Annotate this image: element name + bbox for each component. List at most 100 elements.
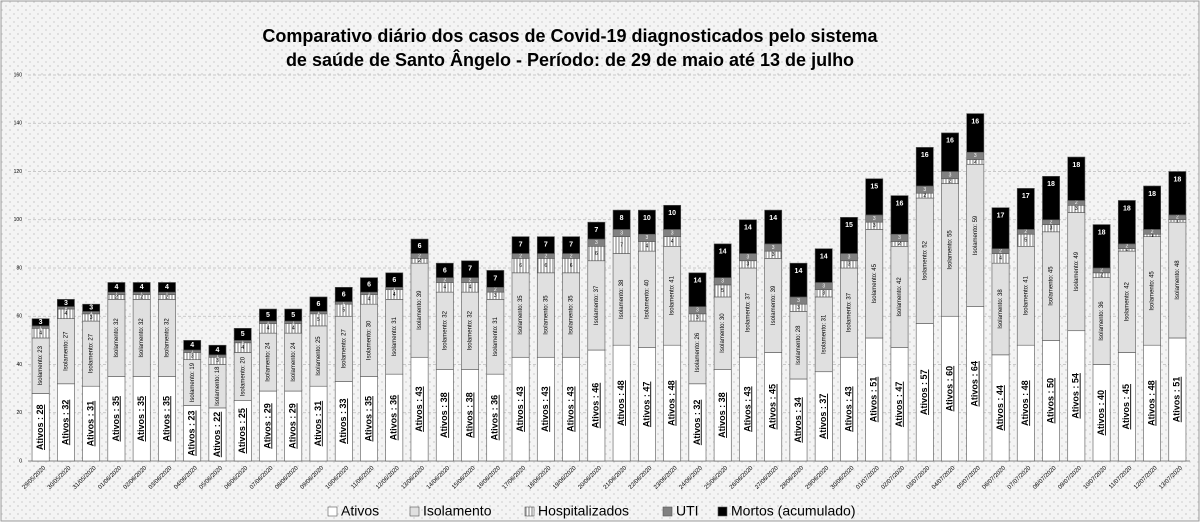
data-label: Ativos : 54 bbox=[1071, 373, 1081, 419]
data-label: Ativos : 43 bbox=[414, 386, 424, 432]
data-label: 3 bbox=[873, 223, 876, 229]
data-label: 18 bbox=[1098, 229, 1106, 236]
data-label: Ativos : 60 bbox=[944, 366, 954, 412]
data-label: 1 bbox=[65, 305, 68, 311]
data-label: 3 bbox=[191, 353, 194, 359]
data-label: 6 bbox=[317, 301, 321, 308]
bar-segment bbox=[435, 262, 454, 278]
data-label: 4 bbox=[646, 244, 649, 250]
data-label: 6 bbox=[595, 251, 598, 257]
data-label: 2 bbox=[1176, 215, 1179, 221]
data-label: 2 bbox=[1024, 229, 1027, 235]
data-label: Isolamento: 30 bbox=[367, 320, 373, 360]
data-label: Isolamento: 30 bbox=[720, 313, 726, 353]
data-label: Ativos : 50 bbox=[1045, 378, 1055, 424]
data-label: 3 bbox=[89, 305, 93, 312]
data-label: 2 bbox=[469, 277, 472, 283]
data-label: 2 bbox=[1125, 244, 1128, 250]
data-label: 3 bbox=[974, 153, 977, 159]
data-label: 4 bbox=[671, 239, 674, 245]
legend-label: Hospitalizados bbox=[538, 503, 629, 519]
data-label: Isolamento: 32 bbox=[442, 310, 448, 350]
data-label: Ativos : 29 bbox=[262, 403, 272, 449]
data-label: Isolamento: 24 bbox=[291, 342, 297, 382]
data-label: Ativos : 57 bbox=[919, 369, 929, 415]
data-label: 5 bbox=[342, 308, 345, 314]
data-label: Isolamento: 39 bbox=[417, 290, 423, 330]
data-label: Ativos : 31 bbox=[313, 401, 323, 447]
bar-segment bbox=[1042, 176, 1060, 221]
bar-segment bbox=[789, 262, 808, 298]
data-label: Ativos : 51 bbox=[1172, 377, 1182, 423]
data-label: Ativos : 33 bbox=[338, 398, 348, 444]
data-label: 1 bbox=[241, 339, 244, 345]
data-label: 15 bbox=[870, 184, 878, 191]
data-label: Ativos : 29 bbox=[288, 403, 298, 449]
data-label: 4 bbox=[443, 285, 446, 291]
data-label: 2 bbox=[1151, 229, 1154, 235]
bar-segment bbox=[233, 328, 252, 341]
data-label: 16 bbox=[971, 118, 979, 125]
data-label: Ativos : 23 bbox=[187, 410, 197, 456]
legend-swatch bbox=[662, 506, 673, 517]
data-label: Isolamento: 27 bbox=[63, 331, 69, 371]
data-label: Ativos : 43 bbox=[843, 386, 853, 432]
y-tick-label: 100 bbox=[14, 217, 23, 223]
data-label: 1 bbox=[342, 300, 345, 306]
data-label: 18 bbox=[1173, 176, 1181, 183]
data-label: 3 bbox=[721, 279, 724, 285]
data-label: 1 bbox=[39, 324, 42, 330]
data-label: 4 bbox=[469, 285, 472, 291]
data-label: 14 bbox=[820, 254, 828, 261]
data-label: 4 bbox=[216, 347, 220, 354]
legend-swatch bbox=[409, 506, 420, 517]
data-label: 3 bbox=[822, 283, 825, 289]
data-label: 7 bbox=[468, 266, 472, 273]
data-label: 16 bbox=[946, 138, 954, 145]
data-label: Ativos : 36 bbox=[389, 395, 399, 441]
data-label: 7 bbox=[519, 241, 523, 248]
data-label: Isolamento: 35 bbox=[569, 295, 575, 335]
data-label: Isolamento: 31 bbox=[493, 316, 499, 356]
bar-segment bbox=[309, 296, 328, 312]
bar-segment bbox=[31, 318, 50, 327]
data-label: 4 bbox=[393, 292, 396, 298]
data-label: Isolamento: 32 bbox=[165, 318, 171, 358]
bar-segment bbox=[57, 299, 75, 307]
data-label: 6 bbox=[443, 267, 447, 274]
y-tick-label: 80 bbox=[16, 265, 22, 271]
bar-segment bbox=[638, 209, 656, 235]
bar-segment bbox=[612, 209, 631, 230]
data-label: Ativos : 22 bbox=[212, 412, 222, 458]
data-label: 3 bbox=[747, 254, 750, 260]
bar-segment bbox=[284, 308, 303, 322]
data-label: 5 bbox=[266, 312, 270, 319]
data-label: 2 bbox=[1050, 219, 1053, 225]
data-label: Isolamento: 35 bbox=[518, 295, 524, 335]
data-label: 4 bbox=[39, 330, 42, 336]
data-label: 2 bbox=[898, 241, 901, 247]
data-label: Isolamento: 32 bbox=[468, 310, 474, 350]
bar-segment bbox=[183, 340, 202, 351]
data-label: Isolamento: 40 bbox=[644, 279, 650, 319]
data-label: 3 bbox=[620, 230, 623, 236]
data-label: 1 bbox=[191, 349, 194, 355]
data-label: 2 bbox=[999, 248, 1002, 254]
bar-segment bbox=[890, 195, 909, 235]
bar-segment bbox=[107, 282, 126, 293]
data-label: Ativos : 37 bbox=[818, 394, 828, 440]
data-label: Ativos : 43 bbox=[515, 386, 525, 432]
data-label: 1 bbox=[393, 286, 396, 292]
data-label: 3 bbox=[923, 187, 926, 193]
data-label: 3 bbox=[696, 315, 699, 321]
data-label: 3 bbox=[797, 305, 800, 311]
bar-segment bbox=[941, 132, 959, 172]
data-label: Ativos : 51 bbox=[869, 377, 879, 423]
data-label: 1 bbox=[368, 291, 371, 297]
bar-segment bbox=[1067, 156, 1086, 201]
bar-segment bbox=[764, 209, 783, 245]
legend-label: Ativos bbox=[341, 503, 379, 519]
legend-label: Isolamento bbox=[423, 503, 492, 519]
data-label: 4 bbox=[999, 256, 1002, 262]
data-label: Ativos : 48 bbox=[667, 380, 677, 426]
